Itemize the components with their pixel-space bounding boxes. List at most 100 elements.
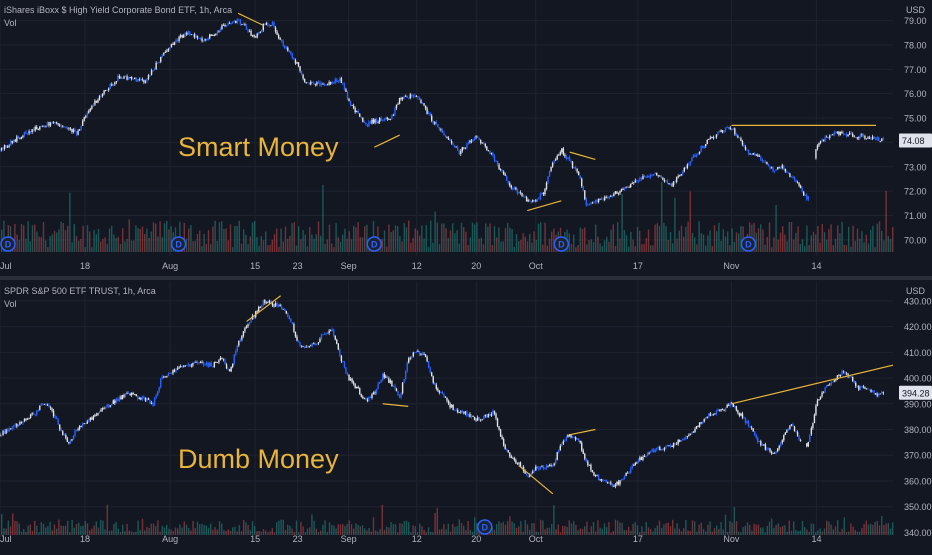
candle-body [325, 333, 327, 335]
dividend-marker[interactable]: D [740, 236, 757, 252]
volume-bar [185, 238, 188, 252]
volume-bar [150, 523, 152, 535]
candle-body [822, 392, 825, 394]
candle-body [856, 137, 858, 139]
candle-body [668, 182, 670, 184]
candle-body [850, 376, 852, 378]
dividend-marker[interactable]: D [553, 236, 570, 252]
candle-body [527, 200, 529, 202]
price-axis[interactable]: USD340.00350.00360.00370.00380.00390.004… [899, 286, 932, 538]
candle-body [773, 452, 776, 454]
price-tick-label: 76.00 [904, 89, 927, 99]
candle-body [700, 146, 702, 152]
candle-body [487, 150, 490, 152]
candle-body [804, 194, 806, 196]
dividend-marker[interactable]: D [170, 236, 187, 252]
dividend-marker[interactable]: D [0, 236, 16, 252]
price-tick-label: 77.00 [904, 65, 927, 75]
volume-bar [606, 236, 608, 252]
volume-label: Vol [4, 299, 17, 309]
candle-body [502, 438, 505, 446]
candle-body [577, 438, 580, 441]
candle-body [406, 362, 408, 372]
trendline[interactable] [569, 428, 596, 436]
candle-body [313, 343, 315, 345]
candle-body [297, 340, 300, 343]
candle-body [853, 380, 855, 383]
candle-body [363, 121, 366, 123]
candle-body [149, 74, 151, 76]
candle-body [434, 122, 436, 124]
trendline[interactable] [518, 465, 554, 495]
volume-bar [595, 531, 597, 535]
candle-body [259, 32, 261, 34]
candle-body [562, 441, 565, 444]
volume-bar [535, 239, 537, 252]
dividend-marker[interactable]: D [366, 236, 382, 252]
candle-body [634, 463, 637, 465]
candle-body [628, 187, 630, 188]
price-axis[interactable]: USD70.0071.0072.0073.0074.0075.0076.0077… [899, 5, 932, 245]
candle-body [652, 449, 655, 453]
volume-bar [467, 244, 469, 252]
candle-body [88, 110, 90, 113]
trendline[interactable] [382, 403, 409, 407]
candle-body [868, 389, 871, 391]
volume-bar [128, 530, 130, 535]
volume-bar [885, 191, 887, 252]
candle-body [152, 70, 154, 71]
volume-bar [645, 521, 647, 535]
volume-bar [364, 528, 366, 535]
trendline[interactable] [731, 364, 894, 405]
candle-body [689, 161, 692, 164]
volume-bar [782, 226, 784, 252]
candle-body [744, 417, 747, 423]
candle-body [755, 435, 757, 438]
trendline[interactable] [373, 134, 400, 148]
dividend-marker[interactable]: D [477, 519, 493, 535]
candle-body [461, 147, 464, 151]
volume-bar [256, 531, 258, 535]
candle-body [634, 180, 637, 183]
trendline[interactable] [246, 295, 282, 322]
candle-body [308, 82, 310, 85]
volume-bar [889, 528, 892, 535]
volume-bar [493, 530, 496, 535]
volume-bar [522, 233, 524, 252]
volume-bar [168, 229, 170, 252]
trendline[interactable] [237, 12, 264, 27]
pane-divider[interactable] [0, 276, 932, 280]
candle-body [293, 58, 295, 60]
time-tick-label: Jul [0, 261, 12, 271]
candle-body [530, 472, 532, 476]
volume-bar [152, 222, 155, 252]
candle-body [103, 407, 105, 409]
trendline[interactable] [527, 200, 562, 212]
candle-body [415, 351, 418, 353]
candle-body [138, 79, 141, 81]
candle-body [187, 31, 189, 35]
candle-body [544, 468, 546, 470]
candle-body [646, 176, 649, 178]
time-tick-label: Nov [723, 261, 740, 271]
volume-bar [839, 531, 841, 535]
volume-bar [408, 220, 410, 252]
candle-body [138, 398, 141, 399]
volume-bar [702, 528, 705, 535]
candle-body [553, 160, 555, 164]
candle-body [66, 127, 69, 130]
candle-body [741, 413, 744, 418]
candle-body [486, 414, 488, 418]
volume-bar [27, 221, 29, 252]
candle-body [158, 61, 160, 63]
candle-body [574, 437, 577, 440]
candle-body [83, 422, 85, 424]
trendline[interactable] [569, 151, 596, 161]
volume-bar [214, 220, 216, 252]
volume-bar [735, 232, 738, 252]
candle-body [86, 112, 88, 117]
